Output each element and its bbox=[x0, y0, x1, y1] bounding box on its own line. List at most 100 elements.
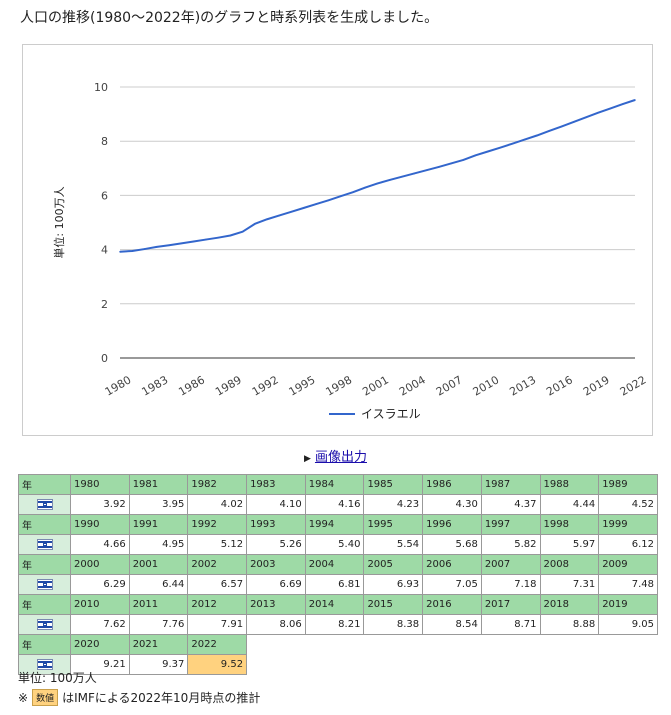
x-tick-label: 1992 bbox=[250, 373, 281, 398]
year-cell: 2018 bbox=[539, 594, 600, 615]
year-cell: 2000 bbox=[70, 554, 130, 575]
year-cell: 1988 bbox=[539, 474, 600, 495]
year-cell: 1981 bbox=[128, 474, 189, 495]
value-row: 6.29 6.44 6.57 6.69 6.81 6.93 7.05 7.18 7.31 7.48 bbox=[18, 574, 658, 595]
value-cell: 5.54 bbox=[363, 534, 424, 555]
data-point bbox=[609, 107, 612, 110]
data-point bbox=[425, 169, 428, 171]
value-cell: 5.40 bbox=[304, 534, 365, 555]
empty-cell bbox=[423, 635, 482, 655]
data-point bbox=[327, 199, 330, 202]
y-tick-label: 6 bbox=[101, 189, 108, 202]
x-tick-label: 2004 bbox=[397, 373, 428, 398]
data-point bbox=[450, 162, 452, 165]
year-cell: 1996 bbox=[422, 514, 482, 535]
value-cell: 4.30 bbox=[422, 494, 482, 515]
data-point bbox=[180, 242, 183, 245]
israel-flag-icon bbox=[36, 578, 53, 590]
x-tick-label: 2022 bbox=[618, 373, 649, 398]
value-cell: 8.38 bbox=[363, 614, 424, 635]
data-point bbox=[388, 179, 391, 181]
data-point bbox=[474, 154, 477, 157]
year-cell: 2009 bbox=[598, 554, 658, 575]
data-point bbox=[364, 186, 367, 189]
data-point bbox=[278, 214, 281, 217]
y-tick-label: 2 bbox=[101, 298, 108, 311]
year-cell: 1984 bbox=[304, 474, 365, 495]
image-export-link[interactable]: 画像出力 bbox=[314, 450, 367, 465]
data-point bbox=[462, 159, 465, 161]
empty-cell bbox=[305, 655, 364, 675]
data-point bbox=[401, 175, 403, 178]
data-point bbox=[560, 125, 563, 128]
year-cell: 2019 bbox=[598, 594, 658, 615]
value-cell: 7.48 bbox=[598, 574, 658, 595]
data-point bbox=[205, 238, 207, 241]
year-cell: 2007 bbox=[480, 554, 541, 575]
image-export-row: ▶ 画像出力 bbox=[0, 446, 671, 465]
data-point bbox=[572, 121, 575, 123]
year-cell: 1986 bbox=[422, 474, 482, 495]
flag-cell bbox=[18, 494, 71, 515]
data-point bbox=[241, 230, 244, 233]
data-point bbox=[192, 240, 195, 243]
value-cell: 5.68 bbox=[422, 534, 482, 555]
year-cell: 2006 bbox=[422, 554, 482, 575]
empty-cell bbox=[247, 635, 306, 655]
series-line bbox=[119, 99, 636, 253]
population-line-chart: 0 2 4 6 8 10 単位: 100万人 1980 1983 1986 1989 1992 1995… bbox=[52, 81, 649, 421]
value-cell: 5.12 bbox=[187, 534, 248, 555]
x-tick-label: 2001 bbox=[360, 373, 391, 398]
data-point bbox=[499, 146, 501, 149]
x-tick-label: 1989 bbox=[213, 373, 244, 398]
year-cell: 2015 bbox=[363, 594, 424, 615]
value-cell: 4.37 bbox=[480, 494, 541, 515]
empty-cell bbox=[481, 655, 540, 675]
israel-flag-icon bbox=[36, 658, 53, 670]
chart-panel: 0 2 4 6 8 10 単位: 100万人 1980 1983 1986 1989 1992 1995… bbox=[22, 44, 653, 436]
estimate-note-text: はIMFによる2022年10月時点の推計 bbox=[62, 691, 261, 705]
year-cell: 1994 bbox=[304, 514, 365, 535]
year-cell: 2016 bbox=[422, 594, 482, 615]
value-cell: 4.44 bbox=[539, 494, 600, 515]
year-header-cell: 年 bbox=[18, 594, 71, 615]
y-tick-label: 4 bbox=[101, 244, 108, 257]
year-cell: 2021 bbox=[128, 634, 189, 655]
x-tick-label: 2019 bbox=[581, 373, 612, 398]
value-row: 9.21 9.37 9.52 bbox=[18, 654, 658, 675]
israel-flag-icon bbox=[36, 538, 53, 550]
value-cell: 7.62 bbox=[70, 614, 130, 635]
data-point bbox=[523, 138, 526, 141]
year-cell: 2004 bbox=[304, 554, 365, 575]
year-header-cell: 年 bbox=[18, 474, 71, 495]
value-cell: 6.29 bbox=[70, 574, 130, 595]
empty-cell bbox=[305, 635, 364, 655]
value-cell: 9.52 bbox=[187, 654, 248, 675]
year-cell: 1999 bbox=[598, 514, 658, 535]
data-point bbox=[131, 250, 134, 252]
value-cell: 4.23 bbox=[363, 494, 424, 515]
flag-cell bbox=[18, 614, 71, 635]
data-point bbox=[217, 236, 219, 239]
year-cell: 1980 bbox=[70, 474, 130, 495]
chevron-right-icon: ▶ bbox=[304, 454, 311, 464]
year-cell: 2003 bbox=[246, 554, 306, 575]
value-cell: 6.81 bbox=[304, 574, 365, 595]
year-cell: 1998 bbox=[539, 514, 600, 535]
value-cell: 4.66 bbox=[70, 534, 130, 555]
value-cell: 7.31 bbox=[539, 574, 600, 595]
year-cell: 2013 bbox=[246, 594, 306, 615]
empty-cell bbox=[247, 655, 306, 675]
value-cell: 6.69 bbox=[246, 574, 306, 595]
year-row: 年 1990 1991 1992 1993 1994 1995 1996 1997 1998 199… bbox=[18, 514, 658, 535]
year-header-cell: 年 bbox=[18, 634, 71, 655]
year-cell: 1997 bbox=[480, 514, 541, 535]
year-cell: 2010 bbox=[70, 594, 130, 615]
flag-cell bbox=[18, 534, 71, 555]
data-point bbox=[119, 250, 121, 253]
y-tick-label: 10 bbox=[94, 81, 108, 94]
year-cell: 1982 bbox=[187, 474, 248, 495]
legend-label: イスラエル bbox=[361, 407, 421, 421]
value-cell: 4.52 bbox=[598, 494, 658, 515]
data-point bbox=[155, 246, 158, 248]
